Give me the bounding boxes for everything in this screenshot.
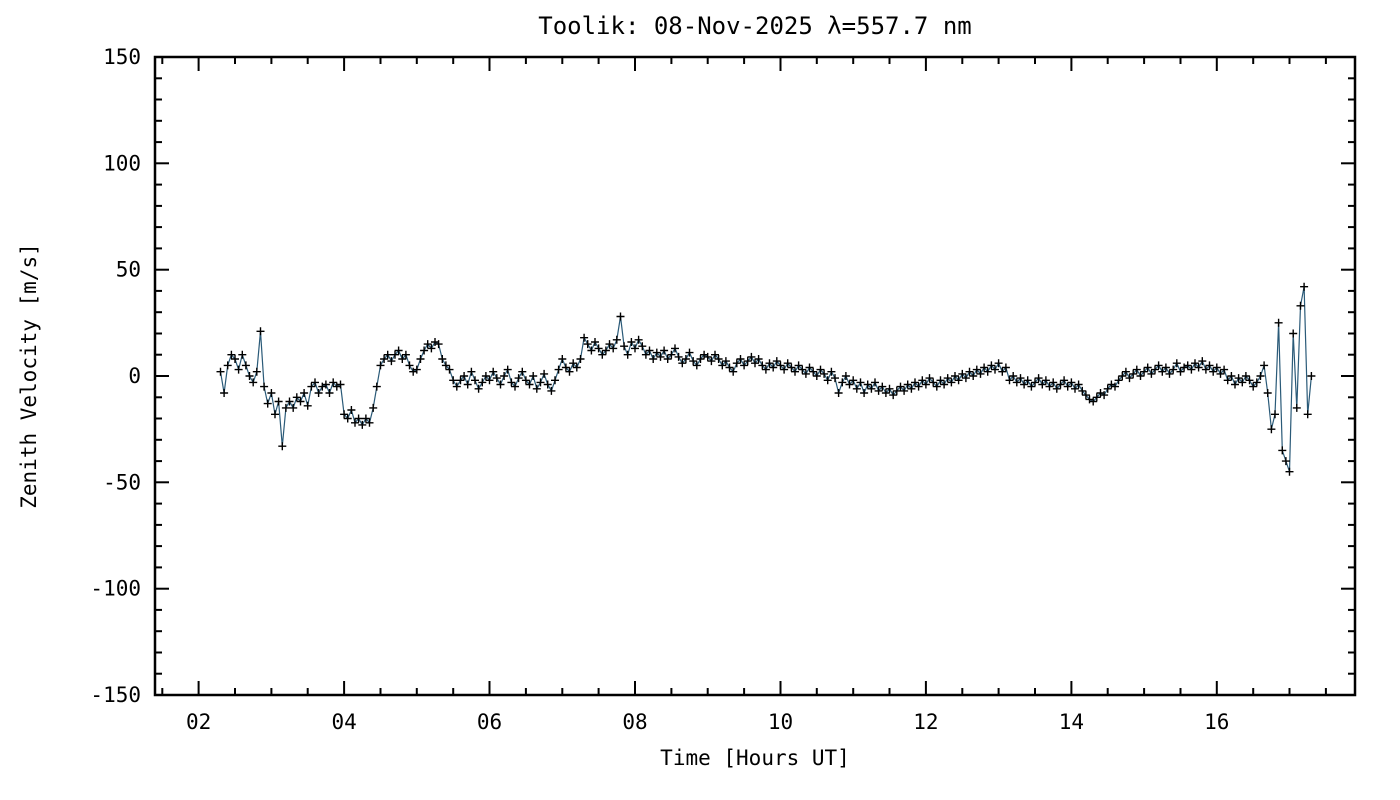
x-tick-label: 04 [331, 710, 356, 734]
y-tick-label: -150 [90, 683, 141, 707]
tick-labels: 02 04 06 08 10 12 14 16 -150 -100 -50 0 50 100 150 [90, 45, 1229, 734]
y-axis-title: Zenith Velocity [m/s] [17, 243, 41, 509]
data-line [219, 286, 1312, 472]
y-tick-label: 0 [128, 364, 141, 388]
y-tick-label: -100 [90, 577, 141, 601]
x-tick-label: 10 [768, 710, 793, 734]
x-tick-label: 08 [622, 710, 647, 734]
x-tick-label: 02 [186, 710, 211, 734]
y-tick-label: 150 [103, 45, 141, 69]
chart-title: Toolik: 08-Nov-2025 λ=557.7 nm [538, 12, 971, 40]
x-axis-title: Time [Hours UT] [660, 746, 850, 770]
x-tick-label: 12 [913, 710, 938, 734]
data-markers [216, 282, 1316, 476]
y-tick-label: 50 [116, 258, 141, 282]
x-tick-label: 14 [1059, 710, 1084, 734]
y-tick-label: -50 [103, 470, 141, 494]
axis-ticks [155, 56, 1355, 696]
plot-frame [153, 55, 1357, 697]
y-tick-label: 100 [103, 151, 141, 175]
x-tick-label: 16 [1204, 710, 1229, 734]
x-tick-label: 06 [477, 710, 502, 734]
